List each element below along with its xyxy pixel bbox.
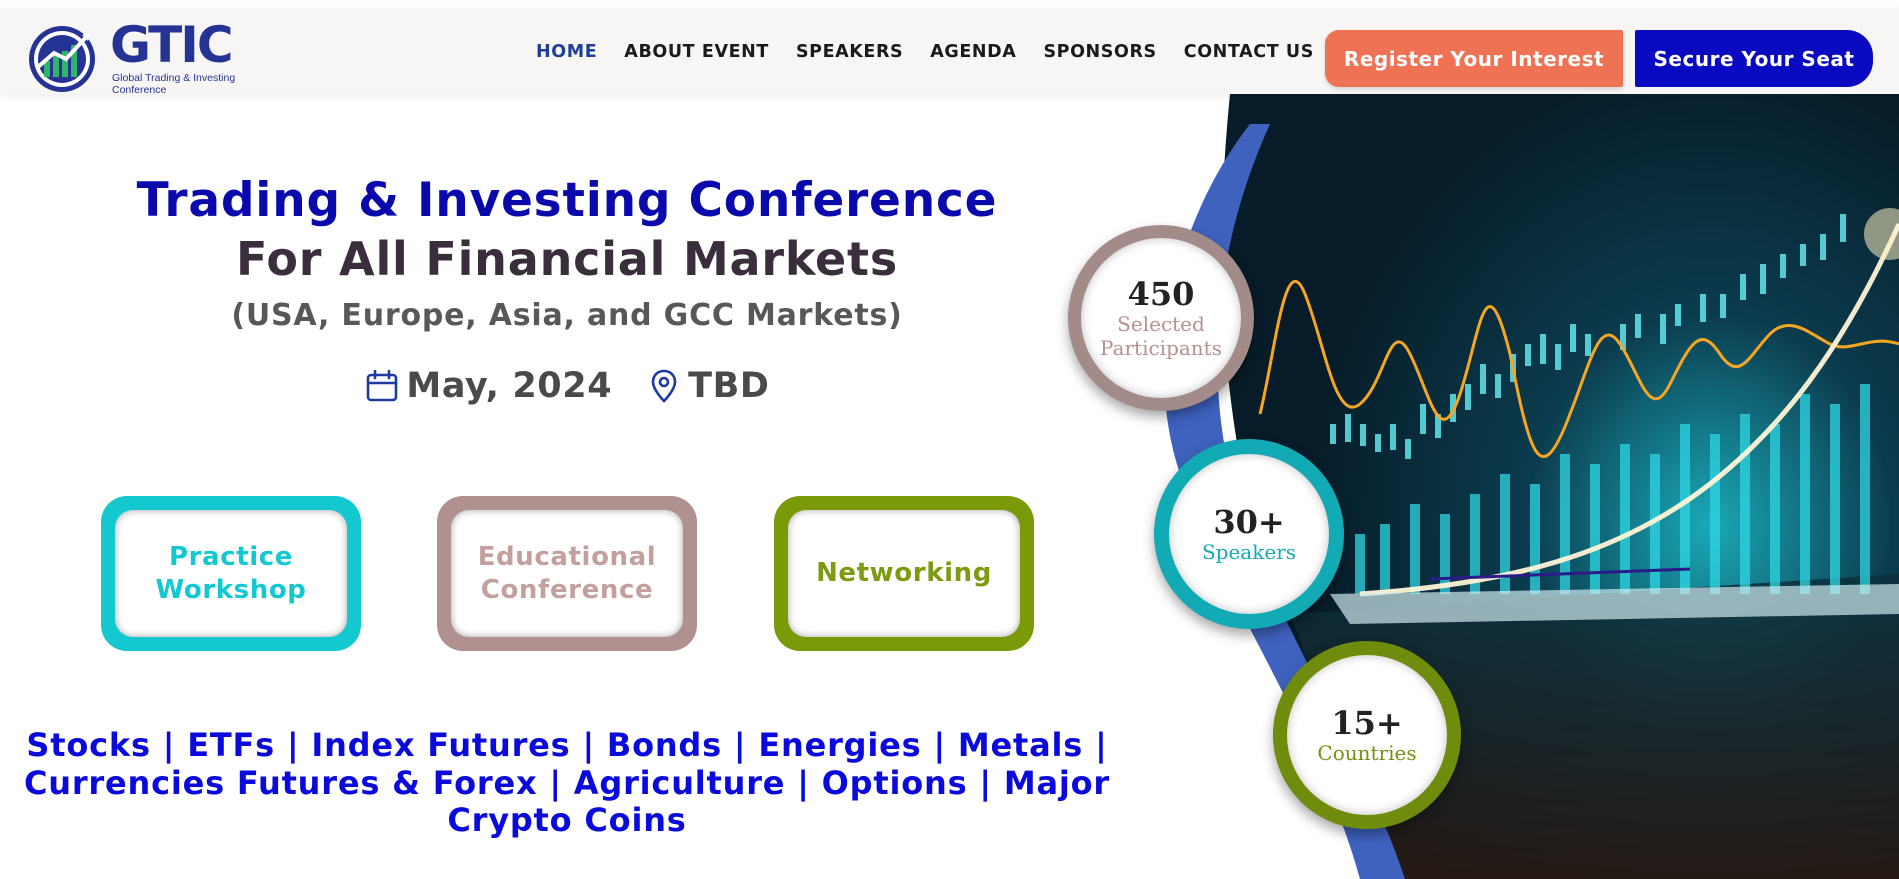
logo-wordmark: GTIC [110, 16, 234, 74]
practice-workshop-card[interactable]: Practice Workshop [101, 496, 361, 651]
event-location: TBD [646, 364, 769, 408]
map-pin-icon [651, 369, 677, 403]
nav-speakers[interactable]: SPEAKERS [795, 42, 904, 62]
stat-label: Speakers [1201, 540, 1297, 564]
top-strip [0, 0, 1899, 8]
event-location-text: TBD [688, 366, 770, 406]
card-label: Practice Workshop [155, 541, 307, 605]
stat-number: 15+ [1331, 704, 1403, 742]
card-label: Networking [816, 558, 992, 588]
event-meta: May, 2024 TBD [0, 364, 1134, 408]
stat-number: 30+ [1213, 503, 1285, 541]
hero-regions: (USA, Europe, Asia, and GCC Markets) [231, 298, 903, 333]
logo-tagline: Global Trading & Investing Conference [112, 72, 236, 96]
nav-agenda[interactable]: AGENDA [930, 42, 1017, 62]
markets-list: Stocks | ETFs | Index Futures | Bonds | … [23, 726, 1111, 839]
stat-participants: 450 Selected Participants [1068, 225, 1254, 411]
card-label: Educational Conference [477, 541, 657, 605]
hero-title: Trading & Investing Conference [136, 173, 998, 228]
stat-label: Selected Participants [1100, 312, 1222, 360]
nav-contact-us[interactable]: CONTACT US [1183, 42, 1314, 62]
stat-speakers: 30+ Speakers [1154, 439, 1344, 629]
stat-countries: 15+ Countries [1273, 641, 1461, 829]
site-logo[interactable]: GTIC Global Trading & Investing Conferen… [26, 16, 248, 96]
logo-globe-icon [29, 26, 95, 92]
calendar-icon [367, 369, 398, 402]
stat-label: Countries [1317, 741, 1417, 765]
hero-subtitle: For All Financial Markets [235, 232, 899, 286]
nav-home[interactable]: HOME [536, 42, 598, 62]
networking-card[interactable]: Networking [774, 496, 1034, 651]
main-nav: HOME ABOUT EVENT SPEAKERS AGENDA SPONSOR… [536, 40, 1341, 64]
register-interest-button[interactable]: Register Your Interest [1325, 30, 1623, 87]
nav-about-event[interactable]: ABOUT EVENT [624, 42, 769, 62]
nav-sponsors[interactable]: SPONSORS [1043, 42, 1157, 62]
event-date-text: May, 2024 [406, 366, 613, 406]
secure-seat-button[interactable]: Secure Your Seat [1635, 30, 1873, 87]
site-header: GTIC Global Trading & Investing Conferen… [0, 8, 1899, 96]
event-date: May, 2024 [364, 364, 612, 408]
educational-conference-card[interactable]: Educational Conference [437, 496, 697, 651]
stat-number: 450 [1127, 275, 1195, 313]
